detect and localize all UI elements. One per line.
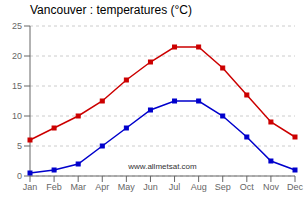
- svg-text:Jan: Jan: [23, 182, 38, 192]
- svg-text:Apr: Apr: [95, 182, 109, 192]
- svg-text:Oct: Oct: [240, 182, 255, 192]
- svg-text:Feb: Feb: [46, 182, 62, 192]
- svg-text:5: 5: [17, 141, 22, 151]
- svg-text:Nov: Nov: [263, 182, 280, 192]
- html-text:www.allmetsat.com: www.allmetsat.com: [128, 162, 197, 171]
- svg-text:Jul: Jul: [169, 182, 181, 192]
- svg-text:Sep: Sep: [215, 182, 231, 192]
- svg-text:10: 10: [12, 111, 22, 121]
- svg-text:Mar: Mar: [70, 182, 86, 192]
- svg-text:May: May: [118, 182, 136, 192]
- svg-text:20: 20: [12, 51, 22, 61]
- svg-text:15: 15: [12, 81, 22, 91]
- svg-text:Jun: Jun: [143, 182, 158, 192]
- svg-text:Dec: Dec: [287, 182, 297, 192]
- svg-text:Aug: Aug: [191, 182, 207, 192]
- svg-text:25: 25: [12, 21, 22, 31]
- svg-text:0: 0: [17, 171, 22, 181]
- html-text:Vancouver : temperatures (°C): Vancouver : temperatures (°C): [30, 3, 192, 17]
